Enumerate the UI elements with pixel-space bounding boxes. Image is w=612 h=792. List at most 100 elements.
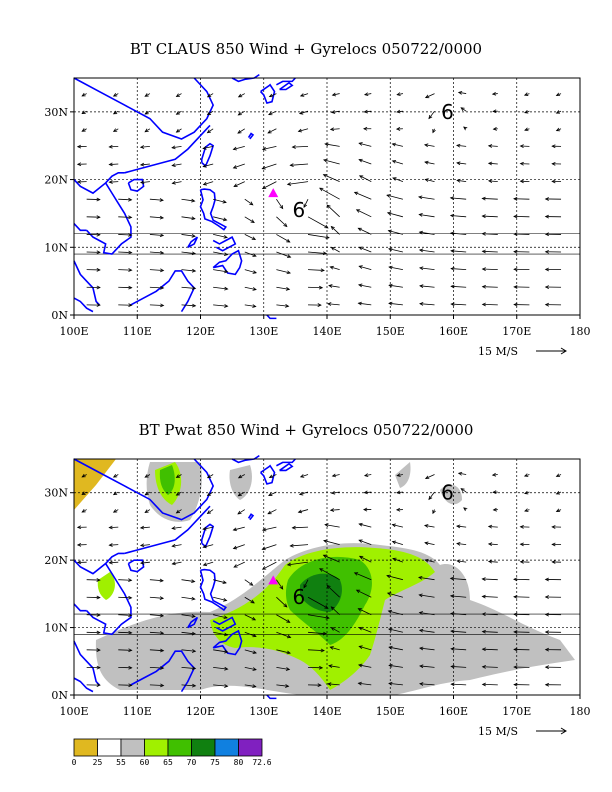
coastline-4 [73, 603, 87, 612]
wind-vector [358, 555, 372, 563]
wind-vector [358, 522, 372, 528]
wind-vector [149, 596, 165, 600]
wind-vector [419, 302, 435, 306]
panel2-map: 66 100E 110E 120E 130E 140E 150E 160E 170E 1800N… [44, 454, 591, 738]
wind-vector [112, 93, 119, 97]
wind-vector [353, 572, 372, 581]
wind-vector [213, 216, 228, 222]
wind-vector [449, 594, 467, 599]
wind-vector [237, 491, 245, 497]
wind-vector [330, 606, 340, 616]
wind-vector [81, 508, 87, 513]
wind-vector [181, 286, 197, 291]
wind-vector [237, 93, 245, 98]
wind-vector [144, 474, 151, 478]
wind-vector [358, 663, 372, 668]
wind-vector [112, 110, 119, 115]
wind-vector [419, 646, 435, 651]
wind-vector [298, 110, 309, 115]
wind-vector [481, 267, 498, 271]
x-tick-label: 160E [439, 325, 468, 338]
wind-vector [418, 628, 435, 633]
wind-vector [206, 93, 214, 98]
wind-vector [544, 285, 562, 289]
coastline-9 [200, 523, 215, 548]
wind-vector [551, 560, 562, 564]
wind-vector [237, 474, 245, 479]
wind-vector [237, 509, 245, 515]
wind-vector [233, 181, 245, 187]
wind-vector [261, 181, 277, 190]
panel1-coastlines [73, 73, 296, 320]
wind-vector [330, 627, 340, 633]
wind-vector [388, 645, 403, 651]
gyre-label-0: 6 [293, 585, 306, 609]
wind-vector [139, 525, 150, 530]
x-tick-label: 130E [249, 325, 278, 338]
wind-vector [544, 214, 562, 219]
wind-vector [551, 542, 562, 547]
wind-vector [419, 664, 435, 669]
wind-vector [149, 285, 165, 290]
wind-vector [358, 283, 372, 288]
wind-vector [519, 542, 530, 547]
coastline-14 [231, 454, 260, 464]
wind-vector [206, 509, 214, 514]
wind-vector [181, 233, 196, 238]
wind-vector [144, 128, 151, 133]
wind-vector [328, 664, 340, 668]
wind-vector [457, 471, 467, 476]
wind-vector [232, 526, 245, 532]
wind-vector [544, 577, 562, 582]
colorbar-swatch [97, 738, 122, 757]
wind-vector [118, 197, 133, 202]
wind-vector [487, 559, 498, 564]
colorbar-label: 72.6 [252, 758, 271, 767]
pwat-colorbar: 0 25 55 60 65 70 75 80 72.6 [72, 738, 272, 767]
wind-vector [322, 554, 340, 563]
wind-vector [308, 268, 325, 273]
coastline-1 [124, 505, 211, 555]
wind-vector [276, 684, 290, 688]
coastline-19 [266, 694, 277, 700]
x-tick-label: 100E [59, 325, 88, 338]
wind-vector [175, 128, 182, 133]
wind-vector [456, 178, 467, 183]
panel1-scale-label: 15 M/S [478, 345, 518, 358]
wind-vector [328, 284, 340, 288]
wind-vector [307, 216, 329, 229]
wind-vector [519, 559, 530, 564]
colorbar-label: 70 [187, 758, 197, 767]
wind-vector [81, 128, 87, 132]
wind-vector [139, 543, 150, 548]
panel1-title: BT CLAUS 850 Wind + Gyrelocs 050722/0000 [129, 40, 483, 58]
y-tick-label: 0N [51, 689, 68, 702]
coastline-9 [200, 142, 215, 168]
wind-vector [202, 561, 214, 567]
wind-vector [86, 250, 101, 255]
wind-vector [492, 490, 498, 495]
wind-vector [144, 110, 151, 115]
coastline-11 [212, 236, 237, 252]
wind-vector [487, 161, 498, 166]
x-tick-label: 140E [312, 325, 341, 338]
wind-vector [171, 163, 182, 167]
wind-vector [149, 613, 165, 618]
wind-vector [86, 648, 101, 652]
wind-vector [181, 579, 196, 584]
wind-vector [555, 473, 562, 477]
wind-vector [419, 266, 435, 271]
wind-vector [213, 269, 229, 274]
coastline-16 [276, 77, 296, 86]
coastline-13 [187, 236, 199, 248]
wind-vector [481, 577, 498, 581]
wind-vector [456, 541, 467, 546]
wind-vector [329, 127, 340, 132]
wind-vector [424, 160, 435, 165]
wind-vector [276, 234, 291, 243]
x-tick-label: 170E [502, 705, 531, 718]
wind-vector [323, 158, 340, 165]
wind-vector [118, 630, 133, 635]
wind-vector [424, 93, 435, 99]
wind-vector [391, 540, 404, 546]
